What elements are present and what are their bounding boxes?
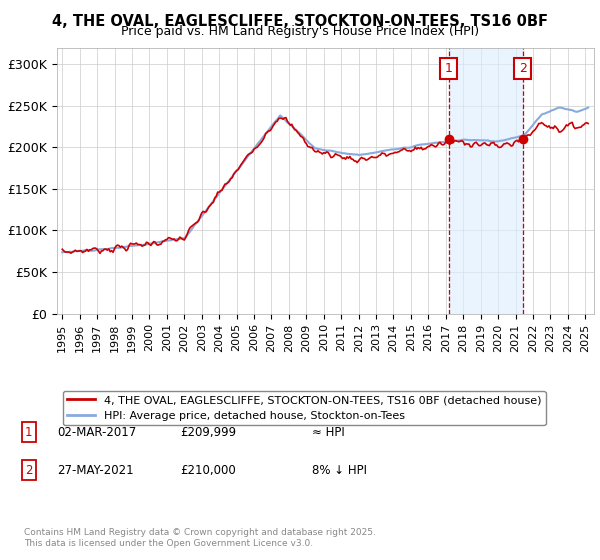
Text: 2: 2 [25, 464, 32, 477]
Text: 1: 1 [25, 426, 32, 439]
Text: 2: 2 [519, 62, 527, 75]
Text: 27-MAY-2021: 27-MAY-2021 [57, 464, 134, 477]
Text: £210,000: £210,000 [180, 464, 236, 477]
Text: 4, THE OVAL, EAGLESCLIFFE, STOCKTON-ON-TEES, TS16 0BF: 4, THE OVAL, EAGLESCLIFFE, STOCKTON-ON-T… [52, 14, 548, 29]
Text: Contains HM Land Registry data © Crown copyright and database right 2025.
This d: Contains HM Land Registry data © Crown c… [24, 528, 376, 548]
Legend: 4, THE OVAL, EAGLESCLIFFE, STOCKTON-ON-TEES, TS16 0BF (detached house), HPI: Ave: 4, THE OVAL, EAGLESCLIFFE, STOCKTON-ON-T… [62, 391, 545, 425]
Text: 1: 1 [445, 62, 453, 75]
Text: £209,999: £209,999 [180, 426, 236, 439]
Text: ≈ HPI: ≈ HPI [312, 426, 345, 439]
Text: 02-MAR-2017: 02-MAR-2017 [57, 426, 136, 439]
Text: 8% ↓ HPI: 8% ↓ HPI [312, 464, 367, 477]
Text: Price paid vs. HM Land Registry's House Price Index (HPI): Price paid vs. HM Land Registry's House … [121, 25, 479, 38]
Bar [449, 48, 523, 314]
